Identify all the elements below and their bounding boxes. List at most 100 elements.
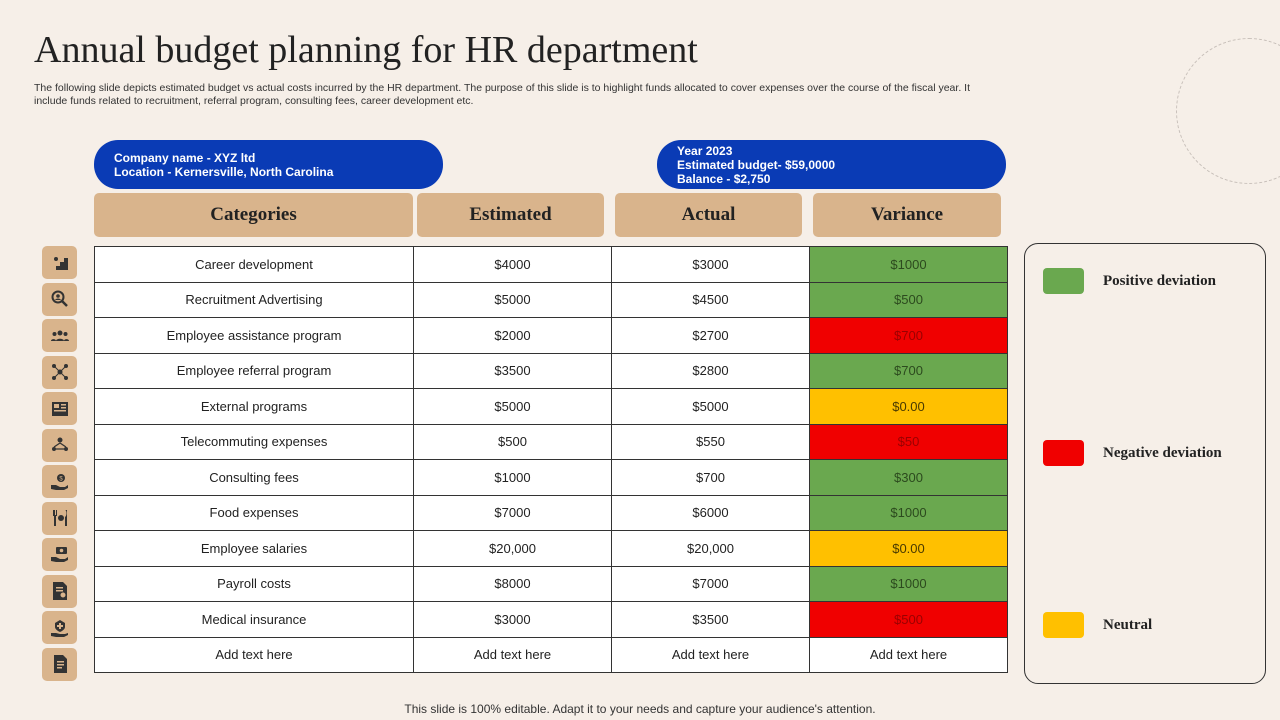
legend-neutral: Neutral: [1043, 612, 1152, 638]
network-icon: [42, 355, 77, 389]
negative-swatch: [1043, 440, 1084, 466]
hand-coin-icon: $: [42, 465, 77, 498]
category-cell: Food expenses: [94, 494, 414, 531]
estimated-cell: $5000: [413, 281, 612, 318]
footer-note: This slide is 100% editable. Adapt it to…: [404, 702, 876, 716]
estimated-cell: $20,000: [413, 530, 612, 567]
table-row: Employee referral program $3500 $2800 $700: [94, 352, 1008, 389]
estimated-cell: Add text here: [413, 636, 612, 673]
legend-panel: Positive deviation Negative deviation Ne…: [1024, 243, 1266, 684]
category-cell: Employee salaries: [94, 530, 414, 567]
table-row: Career development $4000 $3000 $1000: [94, 246, 1008, 283]
actual-cell: Add text here: [611, 636, 810, 673]
budget-info-pill: Year 2023 Estimated budget- $59,0000 Bal…: [657, 140, 1006, 189]
payroll-doc-icon: [42, 574, 77, 608]
table-row: Payroll costs $8000 $7000 $1000: [94, 565, 1008, 602]
legend-negative: Negative deviation: [1043, 440, 1222, 466]
legend-negative-label: Negative deviation: [1103, 444, 1222, 461]
table-row: Medical insurance $3000 $3500 $500: [94, 601, 1008, 638]
variance-cell: $500: [809, 601, 1008, 638]
variance-cell: Add text here: [809, 636, 1008, 673]
estimated-cell: $3500: [413, 352, 612, 389]
actual-cell: $7000: [611, 565, 810, 602]
category-cell: Career development: [94, 246, 414, 283]
legend-positive: Positive deviation: [1043, 268, 1216, 294]
board-icon: [42, 392, 77, 425]
table-row: Telecommuting expenses $500 $550 $50: [94, 423, 1008, 460]
variance-cell: $300: [809, 459, 1008, 496]
variance-cell: $500: [809, 281, 1008, 318]
table-row: Employee salaries $20,000 $20,000 $0.00: [94, 530, 1008, 567]
estimated-cell: $7000: [413, 494, 612, 531]
variance-cell: $700: [809, 317, 1008, 354]
search-person-icon: [42, 282, 77, 316]
balance: Balance - $2,750: [677, 172, 771, 186]
legend-positive-label: Positive deviation: [1103, 272, 1216, 289]
actual-cell: $2800: [611, 352, 810, 389]
actual-cell: $5000: [611, 388, 810, 425]
actual-cell: $20,000: [611, 530, 810, 567]
table-row: Employee assistance program $2000 $2700 $70…: [94, 317, 1008, 354]
actual-cell: $6000: [611, 494, 810, 531]
category-cell: Consulting fees: [94, 459, 414, 496]
variance-cell: $1000: [809, 494, 1008, 531]
category-cell: Employee referral program: [94, 352, 414, 389]
budget-table: Career development $4000 $3000 $1000 Recruit…: [94, 246, 1008, 673]
neutral-swatch: [1043, 612, 1084, 638]
table-row: Consulting fees $1000 $700 $300: [94, 459, 1008, 496]
table-row: Recruitment Advertising $5000 $4500 $500: [94, 281, 1008, 318]
actual-cell: $4500: [611, 281, 810, 318]
remote-team-icon: [42, 428, 77, 462]
header-variance: Variance: [813, 193, 1001, 237]
document-icon: [42, 647, 77, 681]
estimated-cell: $5000: [413, 388, 612, 425]
estimated-cell: $1000: [413, 459, 612, 496]
actual-cell: $2700: [611, 317, 810, 354]
page-title: Annual budget planning for HR department: [34, 29, 698, 71]
decorative-circle: [1176, 38, 1280, 184]
variance-cell: $1000: [809, 565, 1008, 602]
actual-cell: $3500: [611, 601, 810, 638]
category-cell: Payroll costs: [94, 565, 414, 602]
career-stairs-icon: [42, 246, 77, 279]
salary-hand-icon: [42, 538, 77, 571]
header-actual: Actual: [615, 193, 802, 237]
category-cell: Recruitment Advertising: [94, 281, 414, 318]
variance-cell: $0.00: [809, 388, 1008, 425]
category-cell: Medical insurance: [94, 601, 414, 638]
company-name: Company name - XYZ ltd: [114, 151, 256, 165]
category-cell: Employee assistance program: [94, 317, 414, 354]
table-row: Add text here Add text here Add text here A…: [94, 636, 1008, 673]
medical-hand-icon: [42, 611, 77, 644]
budget-year: Year 2023: [677, 144, 733, 158]
estimated-cell: $3000: [413, 601, 612, 638]
table-row: Food expenses $7000 $6000 $1000: [94, 494, 1008, 531]
category-icon-column: $: [42, 246, 77, 684]
company-location: Location - Kernersville, North Carolina: [114, 165, 334, 179]
group-icon: [42, 319, 77, 352]
category-cell: External programs: [94, 388, 414, 425]
estimated-cell: $2000: [413, 317, 612, 354]
company-info-pill: Company name - XYZ ltd Location - Kerner…: [94, 140, 443, 189]
page-subtitle: The following slide depicts estimated bu…: [34, 82, 970, 107]
variance-cell: $1000: [809, 246, 1008, 283]
variance-cell: $50: [809, 423, 1008, 460]
estimated-cell: $4000: [413, 246, 612, 283]
actual-cell: $3000: [611, 246, 810, 283]
variance-cell: $0.00: [809, 530, 1008, 567]
cutlery-icon: [42, 501, 77, 535]
estimated-cell: $8000: [413, 565, 612, 602]
header-categories: Categories: [94, 193, 413, 237]
category-cell: Telecommuting expenses: [94, 423, 414, 460]
category-cell: Add text here: [94, 636, 414, 673]
header-estimated: Estimated: [417, 193, 604, 237]
positive-swatch: [1043, 268, 1084, 294]
actual-cell: $550: [611, 423, 810, 460]
estimated-budget: Estimated budget- $59,0000: [677, 158, 836, 172]
variance-cell: $700: [809, 352, 1008, 389]
svg-text:$: $: [59, 476, 63, 482]
estimated-cell: $500: [413, 423, 612, 460]
legend-neutral-label: Neutral: [1103, 616, 1153, 633]
actual-cell: $700: [611, 459, 810, 496]
table-row: External programs $5000 $5000 $0.00: [94, 388, 1008, 425]
